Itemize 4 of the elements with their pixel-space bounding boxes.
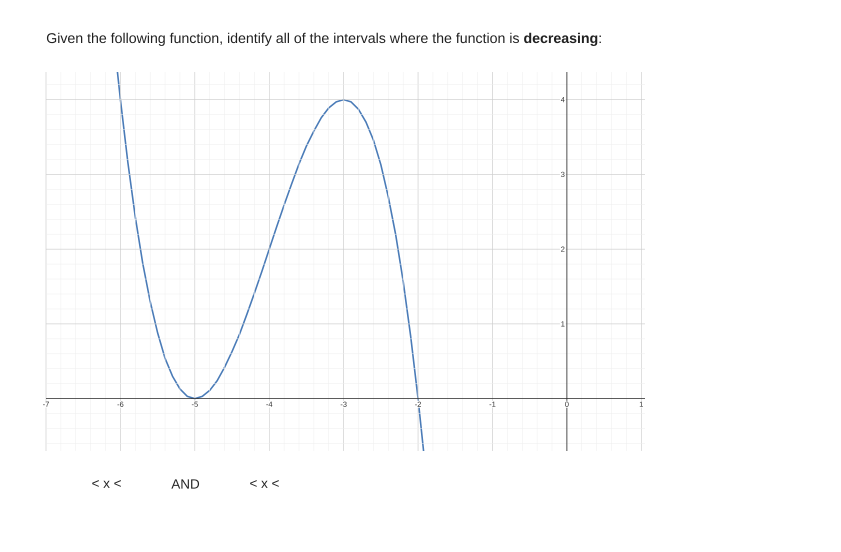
text: AND [171, 479, 200, 489]
chart-title: Given the following function, identify all of the intervals where the function is decreasing: [46, 32, 601, 46]
text: < x < [250, 480, 279, 488]
text: < x < [92, 480, 121, 488]
